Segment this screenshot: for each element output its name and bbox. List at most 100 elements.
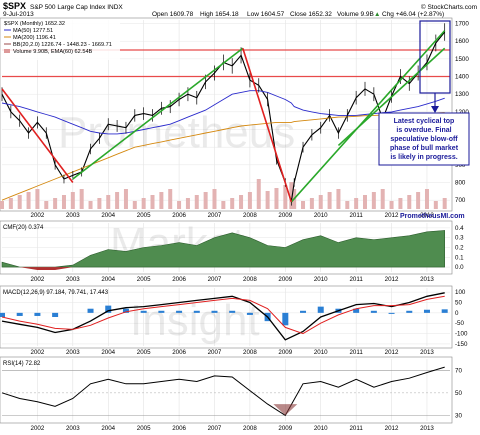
macd-histogram-bar xyxy=(388,312,395,314)
x-tick-label: 2002 xyxy=(31,212,45,219)
x-tick-label: 2003 xyxy=(66,276,80,283)
macd-histogram-bar xyxy=(193,310,200,313)
volume-bar xyxy=(61,195,66,209)
price-y-tick: 1600 xyxy=(455,38,469,45)
macd-y-tick: 50 xyxy=(455,300,462,307)
x-tick-label: 2006 xyxy=(172,212,186,219)
macd-histogram-bar xyxy=(158,310,165,313)
cmf-layer xyxy=(1,230,446,270)
annotation-line5: is likely in progress. xyxy=(390,154,457,161)
x-tick-label: 2012 xyxy=(385,349,399,356)
volume-bar xyxy=(194,195,199,209)
rsi-y-tick: 70 xyxy=(455,367,462,374)
rsi-y-tick: 30 xyxy=(455,412,462,419)
legend-price: $SPX (Monthly) 1652.32 xyxy=(4,21,65,27)
volume-bar xyxy=(380,189,385,209)
rsi-panel xyxy=(0,356,453,424)
cmf-y-tick: 0.2 xyxy=(455,245,464,252)
x-tick-label: 2003 xyxy=(66,425,80,432)
x-tick-label: 2013 xyxy=(420,212,434,219)
volume-bar xyxy=(283,185,288,209)
price-legend: $SPX (Monthly) 1652.32 MA(50) 1277.51 MA… xyxy=(2,19,120,60)
volume-bar xyxy=(177,201,182,209)
volume-bar xyxy=(371,192,376,209)
volume-bar xyxy=(79,189,84,209)
macd-histogram-bar xyxy=(317,306,324,313)
x-tick-label: 2007 xyxy=(208,425,222,432)
series-spx xyxy=(1,31,446,203)
volume-bar xyxy=(88,201,93,209)
volume-bar xyxy=(301,201,306,209)
macd-histogram-bar xyxy=(52,312,59,317)
rsi-line xyxy=(1,366,445,417)
symbol: $SPX xyxy=(3,1,26,11)
volume-bar xyxy=(159,192,164,209)
volume-bar xyxy=(336,189,341,209)
volume-bar xyxy=(327,192,332,209)
x-tick-label: 2005 xyxy=(137,349,151,356)
volume-bar xyxy=(230,198,235,209)
macd-histogram-bar xyxy=(423,309,430,313)
chart-header: $SPX S&P 500 Large Cap Index INDX © Stoc… xyxy=(3,1,477,18)
annotation-line3: speculative blow-off xyxy=(390,136,458,143)
x-tick-label: 2010 xyxy=(314,425,328,432)
volume-bar xyxy=(398,198,403,209)
x-tick-label: 2010 xyxy=(314,349,328,356)
price-layer xyxy=(0,23,450,209)
watermark-line3: Insight xyxy=(130,296,260,345)
volume-bar xyxy=(389,201,394,209)
cmf-y-tick: 0.4 xyxy=(455,225,464,232)
rsi-y-tick: 50 xyxy=(455,390,462,397)
cmf-negative-area xyxy=(2,267,445,270)
x-tick-label: 2007 xyxy=(208,349,222,356)
macd-histogram-bar xyxy=(441,309,448,313)
volume-bar xyxy=(221,201,226,209)
macd-histogram-bar xyxy=(406,310,413,313)
macd-histogram-bar xyxy=(0,312,5,317)
volume-bar xyxy=(8,198,13,209)
volume-bar xyxy=(17,195,22,209)
x-tick-label: 2003 xyxy=(66,212,80,219)
red-trendline xyxy=(1,88,74,183)
macd-histogram-bar xyxy=(353,308,360,313)
annotation-box xyxy=(378,112,470,166)
x-tick-label: 2008 xyxy=(243,212,257,219)
macd-y-tick: -50 xyxy=(455,320,465,327)
x-tick-label: 2013 xyxy=(420,349,434,356)
volume-bar xyxy=(407,195,412,209)
x-tick-label: 2002 xyxy=(31,276,45,283)
volume-bar xyxy=(274,188,279,209)
macd-histogram-bar xyxy=(140,310,147,313)
price-y-tick: 1200 xyxy=(455,109,469,116)
low-label: Low 1604.57 xyxy=(247,11,285,18)
x-tick-label: 2003 xyxy=(66,349,80,356)
price-y-tick: 700 xyxy=(455,197,466,204)
x-tick-label: 2013 xyxy=(420,276,434,283)
volume-bar xyxy=(35,189,40,209)
x-tick-label: 2009 xyxy=(278,425,292,432)
macd-histogram-bar xyxy=(300,310,307,313)
macd-panel xyxy=(0,285,453,349)
symbol-name: S&P 500 Large Cap Index INDX xyxy=(30,4,123,11)
macd-histogram-bar xyxy=(370,310,377,313)
x-tick-label: 2012 xyxy=(385,425,399,432)
volume-bar xyxy=(203,192,208,209)
volume-bar xyxy=(318,195,323,209)
cmf-y-tick: 0.0 xyxy=(455,264,464,271)
volume-bar xyxy=(424,189,429,209)
macd-y-tick: 0 xyxy=(455,310,459,317)
price-y-tick: 1300 xyxy=(455,91,469,98)
x-tick-label: 2013 xyxy=(420,425,434,432)
legend-bb: BB(20,2.0) 1226.74 - 1448.23 - 1669.71 xyxy=(13,42,112,48)
x-tick-label: 2011 xyxy=(349,349,363,356)
price-y-tick: 800 xyxy=(455,180,466,187)
rsi-title: RSI(14) 72.82 xyxy=(3,361,41,367)
red-trendline xyxy=(242,48,293,203)
volume-bar xyxy=(416,192,421,209)
macd-histogram-bar xyxy=(122,308,129,313)
x-tick-label: 2005 xyxy=(137,212,151,219)
x-tick-label: 2004 xyxy=(101,425,115,432)
volume-label: Volume 9.9B xyxy=(337,11,374,18)
x-tick-label: 2010 xyxy=(314,212,328,219)
chg-label: Chg +46.04 (+2.87%) xyxy=(382,11,444,18)
